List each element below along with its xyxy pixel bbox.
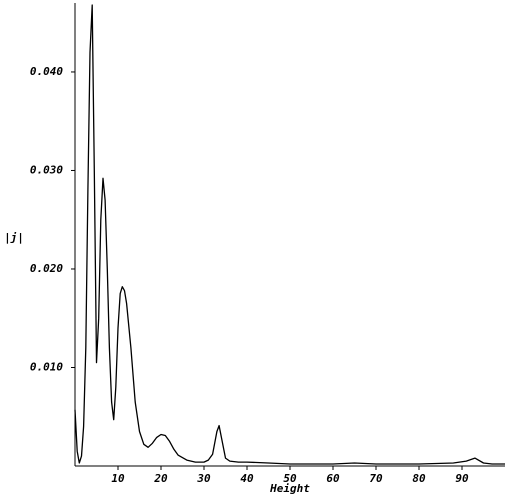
x-tick-label: 90 (455, 472, 469, 485)
x-tick-label: 10 (111, 472, 125, 485)
x-tick-label: 60 (326, 472, 340, 485)
x-tick-label: 30 (196, 472, 211, 485)
x-tick-label: 20 (153, 472, 168, 485)
y-tick-label: 0.020 (30, 262, 63, 275)
x-tick-label: 40 (240, 472, 254, 485)
y-tick-label: 0.030 (30, 163, 63, 176)
data-line (74, 4, 505, 465)
y-tick-label: 0.010 (30, 360, 63, 373)
y-axis-label: |j| (4, 231, 24, 244)
x-tick-label: 80 (412, 472, 426, 485)
x-tick-label: 50 (283, 472, 297, 485)
x-tick-label: 70 (369, 472, 383, 485)
x-axis-label: Height (269, 482, 310, 495)
y-tick-label: 0.040 (30, 65, 63, 78)
